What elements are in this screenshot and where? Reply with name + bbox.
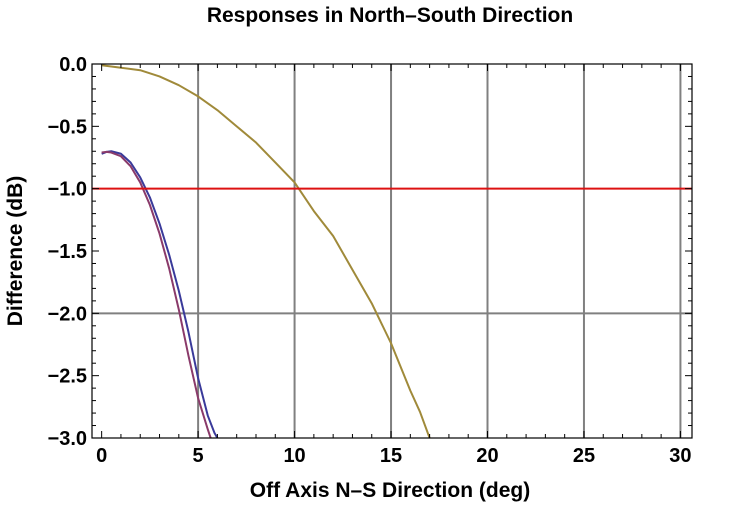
series-line-2 [101, 150, 212, 438]
y-tick-label: 0.0 [59, 54, 87, 76]
x-tick-label: 0 [96, 445, 107, 467]
x-tick-label: 15 [380, 445, 402, 467]
x-tick-label: 5 [193, 445, 204, 467]
y-tick-label: −1.0 [48, 179, 87, 201]
series-line-1 [101, 150, 219, 438]
y-tick-label: −2.5 [48, 366, 87, 388]
y-tick-label: −1.5 [48, 241, 87, 263]
y-tick-label: −3.0 [48, 428, 87, 450]
tick-labels-layer: 0 5 10 15 20 25 30 0.0 −0.5 −1.0 −1.5 −2.0 −2.5 −3.0 [48, 54, 692, 467]
x-tick-label: 30 [669, 445, 691, 467]
y-axis-label: Difference (dB) [4, 176, 27, 327]
x-tick-label: 10 [283, 445, 305, 467]
y-tick-label: −2.0 [48, 303, 87, 325]
x-tick-label: 20 [476, 445, 498, 467]
chart-title: Responses in North–South Direction [207, 4, 573, 27]
x-axis-label: Off Axis N–S Direction (deg) [250, 479, 530, 502]
grid-layer [92, 64, 692, 438]
ticks-layer [92, 63, 692, 439]
series-line-3 [101, 64, 431, 438]
y-tick-label: −0.5 [48, 116, 87, 138]
x-tick-label: 25 [573, 445, 595, 467]
series-layer [92, 64, 692, 438]
